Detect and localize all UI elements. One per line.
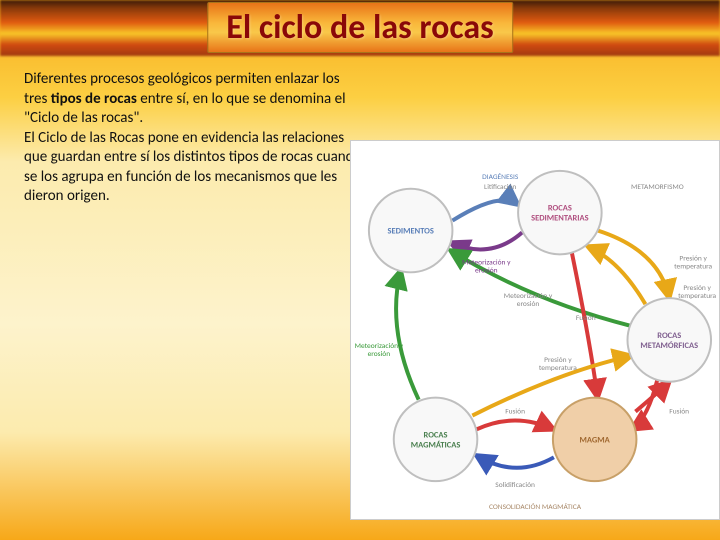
process-label: Solidificación: [495, 481, 535, 490]
process-label: Fusión: [669, 408, 689, 417]
process-label: METAMORFISMO: [631, 183, 684, 192]
process-label: temperatura: [674, 262, 712, 271]
edge-arrow: [588, 246, 646, 304]
edge-arrow: [450, 233, 522, 250]
node-label: SEDIMENTARIAS: [531, 214, 588, 224]
process-label: Fusión: [576, 314, 596, 323]
edge-arrow: [635, 382, 669, 412]
node-label: MAGMÁTICAS: [411, 440, 461, 450]
process-label: erosión: [475, 266, 498, 275]
process-label: temperatura: [678, 292, 716, 301]
process-label: Fusión: [505, 408, 525, 417]
rock-cycle-svg: SEDIMENTOSROCASSEDIMENTARIASROCASMETAMÓR…: [351, 141, 719, 519]
page-title: El ciclo de las rocas: [226, 7, 494, 48]
node-label: ROCAS: [548, 204, 572, 214]
bottom-label: CONSOLIDACIÓN MAGMÁTICA: [489, 502, 582, 512]
edge-arrow: [476, 455, 554, 467]
process-label: Litificación: [484, 183, 516, 192]
node-label: MAGMA: [580, 435, 611, 445]
process-label: temperatura: [539, 364, 577, 373]
paragraph-1: Diferentes procesos geológicos permiten …: [24, 70, 364, 129]
node-label: SEDIMENTOS: [387, 227, 433, 237]
process-label: erosión: [517, 300, 540, 309]
node-label: ROCAS: [657, 331, 681, 341]
edge-arrow: [396, 270, 419, 399]
process-label: DIAGÉNESIS: [482, 172, 519, 182]
title-box: El ciclo de las rocas: [207, 2, 513, 53]
edge-arrow: [572, 252, 598, 397]
rock-cycle-diagram: SEDIMENTOSROCASSEDIMENTARIASROCASMETAMÓR…: [350, 140, 720, 520]
process-label: erosión: [368, 350, 391, 359]
p1b: tipos de rocas: [51, 90, 137, 108]
node-label: ROCAS: [424, 430, 448, 440]
edge-arrow: [452, 200, 518, 220]
edge-arrow: [476, 421, 554, 430]
body-text: Diferentes procesos geológicos permiten …: [24, 70, 364, 207]
node-label: METAMÓRFICAS: [640, 341, 698, 351]
paragraph-2: El Ciclo de las Rocas pone en evidencia …: [24, 129, 364, 207]
